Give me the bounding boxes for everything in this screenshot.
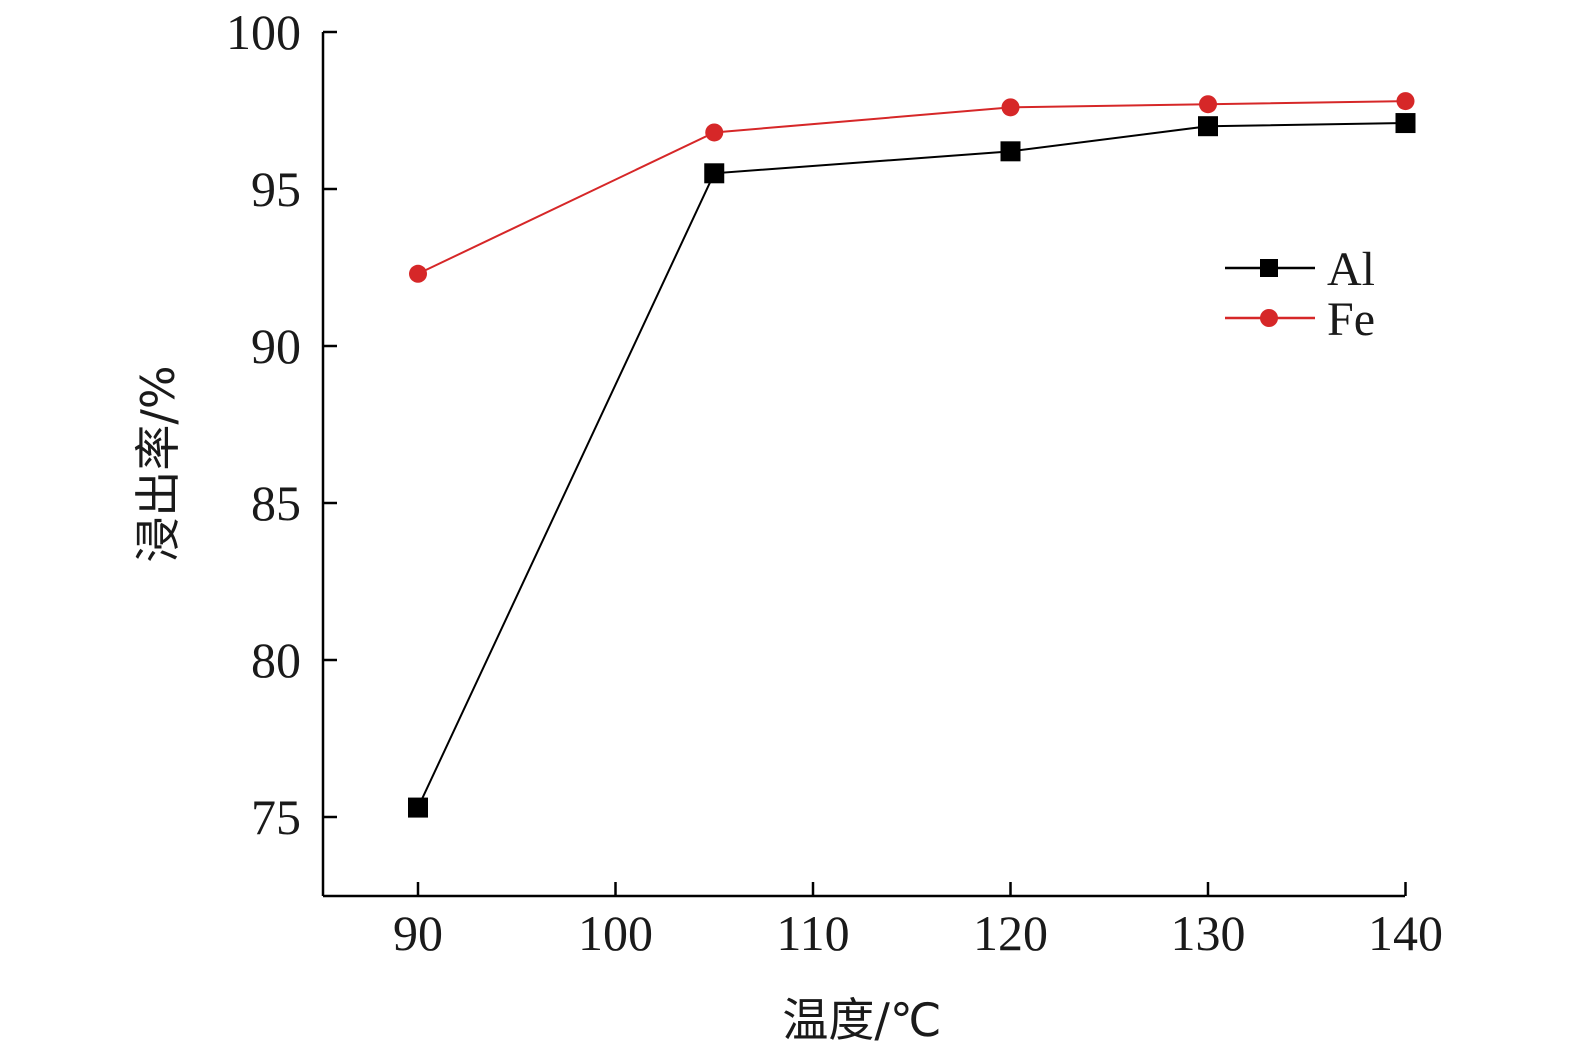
data-point-square: [704, 163, 725, 184]
data-point-square: [1395, 113, 1416, 134]
x-axis-title: 温度/℃: [782, 993, 941, 1047]
series-layer: [408, 92, 1416, 818]
series-line: [417, 100, 1406, 275]
data-point-circle: [1001, 98, 1020, 117]
x-tick-label: 140: [1368, 905, 1443, 961]
legend-label: Al: [1327, 243, 1375, 296]
series-fe: [409, 92, 1415, 283]
data-point-circle: [409, 264, 427, 283]
y-tick-label: 95: [251, 161, 301, 217]
y-axis-title: 浸出率/%: [131, 365, 185, 562]
x-ticks: 90 100 110 120 130 140: [393, 882, 1443, 961]
y-tick-label: 85: [251, 475, 301, 531]
legend-item-al: Al: [1225, 243, 1375, 296]
data-point-square: [1198, 116, 1218, 137]
y-tick-label: 80: [251, 632, 301, 688]
series-al: [408, 113, 1416, 818]
y-tick-label: 100: [226, 4, 301, 60]
y-tick-label: 90: [251, 318, 301, 374]
data-point-circle: [1396, 92, 1415, 111]
y-ticks: 75 80 85 90 95 100: [226, 4, 337, 845]
axes: [321, 32, 1405, 898]
data-point-circle: [705, 123, 724, 142]
data-point-circle: [1199, 95, 1217, 114]
x-tick-label: 130: [1171, 905, 1246, 961]
x-tick-label: 100: [578, 905, 653, 961]
x-tick-label: 110: [776, 905, 849, 961]
legend-label: Fe: [1327, 293, 1375, 346]
legend-marker-circle: [1260, 309, 1278, 327]
series-line: [417, 122, 1406, 809]
x-tick-label: 120: [973, 905, 1048, 961]
x-tick-label: 90: [393, 905, 443, 961]
legend-marker-square: [1260, 259, 1278, 277]
data-point-square: [408, 797, 428, 818]
data-point-square: [1000, 141, 1021, 162]
y-tick-label: 75: [251, 789, 301, 845]
legend-item-fe: Fe: [1225, 293, 1375, 346]
